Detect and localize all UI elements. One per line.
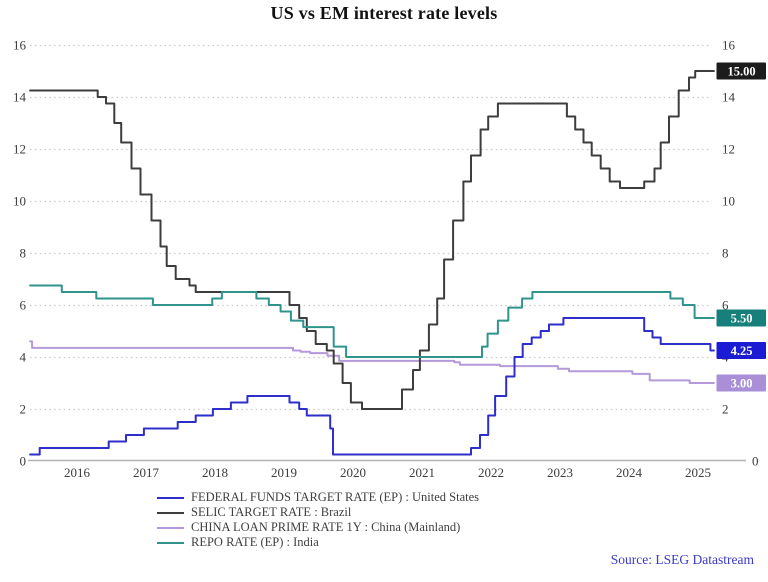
- y-tick-label-left: 12: [13, 142, 26, 157]
- legend-line-sample-china: [157, 526, 184, 529]
- y-tick-label-right: 8: [722, 246, 729, 261]
- legend-label-us: FEDERAL FUNDS TARGET RATE (EP) : United …: [191, 490, 480, 504]
- y-tick-label-right: 12: [722, 142, 735, 157]
- x-tick-label: 2023: [547, 465, 573, 480]
- legend-item: SELIC TARGET RATE : Brazil: [157, 505, 479, 520]
- x-tick-label: 2019: [271, 465, 297, 480]
- end-value-box-2: [716, 374, 766, 392]
- y-tick-label-left: 10: [13, 194, 26, 209]
- y-tick-label-right: 6: [722, 298, 729, 313]
- source-credit: Source: LSEG Datastream: [610, 552, 754, 567]
- end-value-box-0: [716, 342, 766, 359]
- y-tick-label-left: 6: [20, 298, 27, 313]
- legend-line-sample-brazil: [157, 511, 184, 514]
- x-tick-label: 2018: [202, 465, 228, 480]
- y-tick-label-left: 2: [20, 402, 27, 417]
- legend-line-sample-india: [157, 541, 184, 544]
- y-tick-label-right: 0: [752, 454, 759, 469]
- legend-item: FEDERAL FUNDS TARGET RATE (EP) : United …: [157, 490, 479, 505]
- end-value-label-3: 5.50: [731, 312, 753, 326]
- y-tick-label-left: 4: [20, 350, 27, 365]
- x-tick-label: 2024: [616, 465, 643, 480]
- x-tick-label: 2017: [133, 465, 160, 480]
- legend: FEDERAL FUNDS TARGET RATE (EP) : United …: [157, 490, 479, 550]
- legend-label-brazil: SELIC TARGET RATE : Brazil: [191, 505, 352, 519]
- x-tick-label: 2025: [685, 465, 711, 480]
- y-tick-label-left: 8: [20, 246, 27, 261]
- end-value-label-2: 3.00: [731, 377, 753, 391]
- plot-area: 0022446688101012121414161620162017201820…: [13, 38, 766, 480]
- end-value-box-3: [716, 309, 766, 327]
- y-tick-label-right: 16: [722, 38, 736, 53]
- end-value-box-1: [716, 62, 766, 80]
- y-tick-label-left: 14: [13, 90, 27, 105]
- legend-label-india: REPO RATE (EP) : India: [191, 535, 319, 549]
- y-tick-label-right: 14: [722, 90, 736, 105]
- y-tick-label-left: 0: [20, 454, 27, 469]
- end-value-label-0: 4.25: [731, 344, 753, 358]
- end-value-label-1: 15.00: [727, 65, 755, 79]
- y-tick-label-right: 2: [722, 402, 729, 417]
- x-tick-label: 2020: [340, 465, 366, 480]
- series-line-2: [29, 340, 715, 384]
- legend-line-sample-us: [157, 496, 184, 499]
- y-tick-label-right: 10: [722, 194, 735, 209]
- legend-label-china: CHINA LOAN PRIME RATE 1Y : China (Mainla…: [191, 520, 461, 534]
- legend-item: REPO RATE (EP) : India: [157, 535, 479, 550]
- x-tick-label: 2016: [64, 465, 91, 480]
- legend-item: CHINA LOAN PRIME RATE 1Y : China (Mainla…: [157, 520, 479, 535]
- series-line-0: [29, 317, 715, 456]
- series-line-1: [29, 70, 715, 410]
- x-tick-label: 2022: [478, 465, 504, 480]
- x-tick-label: 2021: [409, 465, 435, 480]
- chart-title: US vs EM interest rate levels: [270, 3, 498, 23]
- y-tick-label-left: 16: [13, 38, 27, 53]
- series-line-3: [29, 284, 715, 358]
